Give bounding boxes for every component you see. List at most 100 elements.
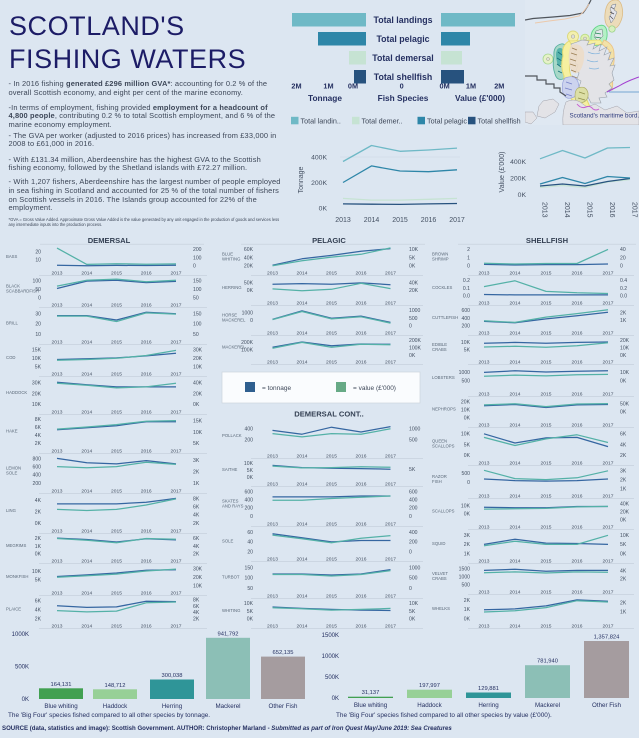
svg-text:31,137: 31,137 xyxy=(362,690,380,696)
svg-text:2015: 2015 xyxy=(541,391,552,397)
svg-text:WHITING: WHITING xyxy=(222,257,240,262)
svg-text:4K: 4K xyxy=(620,442,627,448)
svg-text:500K: 500K xyxy=(15,665,29,671)
svg-text:0K: 0K xyxy=(620,410,627,416)
svg-text:BLACK: BLACK xyxy=(6,283,20,288)
svg-text:20K: 20K xyxy=(620,510,630,516)
svg-text:2013: 2013 xyxy=(52,488,63,494)
svg-text:3K: 3K xyxy=(193,458,200,464)
svg-text:SCALLOPS: SCALLOPS xyxy=(432,508,455,513)
svg-text:10K: 10K xyxy=(409,247,419,253)
svg-text:MACKEREL: MACKEREL xyxy=(222,317,246,322)
svg-text:2013: 2013 xyxy=(52,270,63,276)
svg-text:2015: 2015 xyxy=(541,460,552,466)
svg-text:Total shellfish: Total shellfish xyxy=(374,72,433,82)
svg-text:Tonnage: Tonnage xyxy=(298,166,305,193)
svg-text:0: 0 xyxy=(38,296,41,302)
svg-text:0.1: 0.1 xyxy=(463,286,470,292)
svg-text:WHITING: WHITING xyxy=(222,608,240,613)
svg-text:2017: 2017 xyxy=(603,524,614,530)
svg-text:DEMERSAL: DEMERSAL xyxy=(88,236,131,245)
svg-text:2K: 2K xyxy=(464,598,471,604)
svg-text:2013: 2013 xyxy=(267,270,278,276)
svg-text:2014: 2014 xyxy=(510,330,521,336)
svg-text:Total demer..: Total demer.. xyxy=(362,117,403,126)
svg-text:2016: 2016 xyxy=(572,589,583,595)
svg-text:5K: 5K xyxy=(247,468,254,474)
svg-text:2016: 2016 xyxy=(356,270,367,276)
svg-text:20: 20 xyxy=(620,255,626,261)
svg-text:Other Fish: Other Fish xyxy=(592,702,621,709)
svg-text:2017: 2017 xyxy=(631,202,638,218)
svg-text:100K: 100K xyxy=(409,345,421,351)
svg-text:30K: 30K xyxy=(32,381,42,387)
svg-text:6K: 6K xyxy=(193,505,200,511)
svg-text:Fish Species: Fish Species xyxy=(378,93,429,103)
svg-text:2013: 2013 xyxy=(267,556,278,562)
svg-text:2013: 2013 xyxy=(479,359,490,365)
svg-text:HAKE: HAKE xyxy=(6,428,18,433)
svg-text:4K: 4K xyxy=(35,433,42,439)
svg-text:2017: 2017 xyxy=(603,493,614,499)
svg-text:148,712: 148,712 xyxy=(105,683,126,689)
svg-text:500K: 500K xyxy=(325,675,339,681)
svg-text:60K: 60K xyxy=(244,247,254,253)
svg-text:2K: 2K xyxy=(35,509,42,515)
svg-text:6K: 6K xyxy=(620,432,627,438)
svg-text:4K: 4K xyxy=(620,569,627,575)
svg-text:600: 600 xyxy=(33,465,42,471)
svg-text:941,792: 941,792 xyxy=(218,631,239,637)
svg-text:2015: 2015 xyxy=(326,623,337,629)
svg-text:2016: 2016 xyxy=(572,524,583,530)
svg-text:2016: 2016 xyxy=(141,488,152,494)
svg-text:Mackerel: Mackerel xyxy=(215,703,240,710)
svg-text:2014: 2014 xyxy=(510,589,521,595)
svg-text:600: 600 xyxy=(245,489,254,495)
svg-text:3K: 3K xyxy=(620,469,627,475)
svg-text:2017: 2017 xyxy=(385,330,396,336)
svg-text:10K: 10K xyxy=(244,601,254,607)
svg-text:10K: 10K xyxy=(461,340,471,346)
svg-text:SHELLFISH: SHELLFISH xyxy=(526,236,568,245)
svg-text:RAZOR: RAZOR xyxy=(432,474,447,479)
svg-text:0: 0 xyxy=(467,264,470,270)
svg-text:2017: 2017 xyxy=(603,460,614,466)
svg-text:10K: 10K xyxy=(461,408,471,414)
svg-text:2013: 2013 xyxy=(52,623,63,629)
svg-text:2014: 2014 xyxy=(297,623,308,629)
svg-text:2015: 2015 xyxy=(541,589,552,595)
svg-text:2015: 2015 xyxy=(392,217,408,224)
svg-text:SAITHE: SAITHE xyxy=(222,467,238,472)
svg-text:15K: 15K xyxy=(193,419,203,425)
svg-text:197,997: 197,997 xyxy=(419,683,440,689)
svg-text:1K: 1K xyxy=(35,544,42,550)
svg-text:2013: 2013 xyxy=(541,202,548,218)
svg-text:2017: 2017 xyxy=(385,300,396,306)
svg-text:2015: 2015 xyxy=(111,590,122,596)
svg-text:AND RAYS: AND RAYS xyxy=(222,503,244,508)
svg-text:2013: 2013 xyxy=(52,590,63,596)
svg-text:2015: 2015 xyxy=(111,409,122,415)
svg-text:5K: 5K xyxy=(464,347,471,353)
svg-text:2014: 2014 xyxy=(81,590,92,596)
svg-text:30: 30 xyxy=(35,311,41,317)
svg-text:2K: 2K xyxy=(620,600,627,606)
svg-text:2M: 2M xyxy=(291,82,301,91)
svg-text:Herring: Herring xyxy=(478,702,499,709)
svg-text:Value (£'000): Value (£'000) xyxy=(499,152,506,193)
svg-text:2016: 2016 xyxy=(141,409,152,415)
svg-text:2013: 2013 xyxy=(479,300,490,306)
svg-text:50: 50 xyxy=(193,332,199,338)
svg-text:MONKFISH: MONKFISH xyxy=(6,574,28,579)
svg-text:2016: 2016 xyxy=(572,270,583,276)
svg-text:2013: 2013 xyxy=(479,270,490,276)
svg-text:2014: 2014 xyxy=(297,521,308,527)
svg-text:10K: 10K xyxy=(461,432,471,438)
svg-text:2016: 2016 xyxy=(141,371,152,377)
svg-text:1500K: 1500K xyxy=(322,633,339,639)
svg-text:5K: 5K xyxy=(193,441,200,447)
svg-text:2015: 2015 xyxy=(111,270,122,276)
svg-text:2017: 2017 xyxy=(171,623,182,629)
svg-text:2015: 2015 xyxy=(111,528,122,534)
svg-text:1000: 1000 xyxy=(409,426,420,432)
